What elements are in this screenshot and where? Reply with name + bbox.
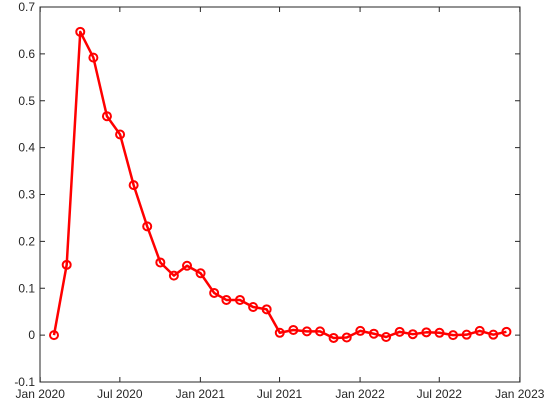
x-axis: Jan 2020 Jul 2020 Jan 2021 Jul 2021 Jan 2022… bbox=[16, 7, 545, 401]
data-point bbox=[142, 221, 153, 232]
data-point bbox=[461, 329, 472, 340]
data-point bbox=[128, 180, 139, 191]
data-point bbox=[355, 325, 366, 336]
y-tick-label: 0 bbox=[28, 328, 35, 342]
series-layer bbox=[49, 26, 512, 343]
y-tick-label: 0.6 bbox=[18, 47, 35, 61]
y-tick-label: 0.7 bbox=[18, 0, 35, 14]
data-point bbox=[261, 304, 272, 315]
data-point bbox=[328, 332, 339, 343]
data-point bbox=[221, 294, 232, 305]
data-point bbox=[434, 327, 445, 338]
data-point bbox=[75, 26, 86, 37]
x-tick-label: Jul 2021 bbox=[257, 387, 303, 401]
y-tick-label: 0.1 bbox=[18, 281, 35, 295]
x-tick-label: Jan 2020 bbox=[16, 387, 66, 401]
data-point bbox=[501, 326, 512, 337]
data-point bbox=[115, 129, 126, 140]
data-point bbox=[182, 260, 193, 271]
data-point bbox=[274, 327, 285, 338]
x-tick-label: Jul 2020 bbox=[97, 387, 143, 401]
plot-area bbox=[39, 6, 521, 383]
data-point bbox=[381, 332, 392, 342]
data-point bbox=[168, 270, 179, 281]
data-point bbox=[301, 326, 312, 337]
data-point bbox=[61, 259, 72, 270]
data-point bbox=[368, 328, 379, 339]
data-point bbox=[101, 111, 112, 122]
y-tick-label: 0.3 bbox=[18, 188, 35, 202]
y-tick-label: 0.2 bbox=[18, 234, 35, 248]
x-tick-label: Jul 2022 bbox=[417, 387, 463, 401]
y-axis: -0.1 0 0.1 0.2 0.3 0.4 0.5 0.6 0.7 bbox=[14, 0, 520, 389]
data-point bbox=[234, 294, 245, 305]
data-point bbox=[488, 329, 499, 340]
y-tick-label: 0.5 bbox=[18, 94, 35, 108]
data-point bbox=[248, 302, 259, 312]
data-point bbox=[288, 324, 299, 335]
data-point bbox=[421, 327, 432, 338]
data-point bbox=[209, 287, 220, 298]
data-point bbox=[394, 326, 405, 337]
x-tick-label: Jan 2022 bbox=[335, 387, 385, 401]
data-point bbox=[195, 268, 206, 279]
y-tick-label: 0.4 bbox=[18, 141, 35, 155]
data-point bbox=[407, 329, 418, 340]
data-point bbox=[341, 332, 352, 343]
y-tick-label: -0.1 bbox=[14, 375, 35, 389]
data-point bbox=[155, 257, 166, 268]
x-tick-label: Jan 2023 bbox=[495, 387, 545, 401]
data-point bbox=[49, 330, 60, 341]
data-point bbox=[448, 330, 459, 341]
data-point bbox=[474, 325, 485, 336]
x-tick-label: Jan 2021 bbox=[176, 387, 226, 401]
data-point bbox=[315, 326, 326, 337]
data-point bbox=[88, 52, 99, 63]
